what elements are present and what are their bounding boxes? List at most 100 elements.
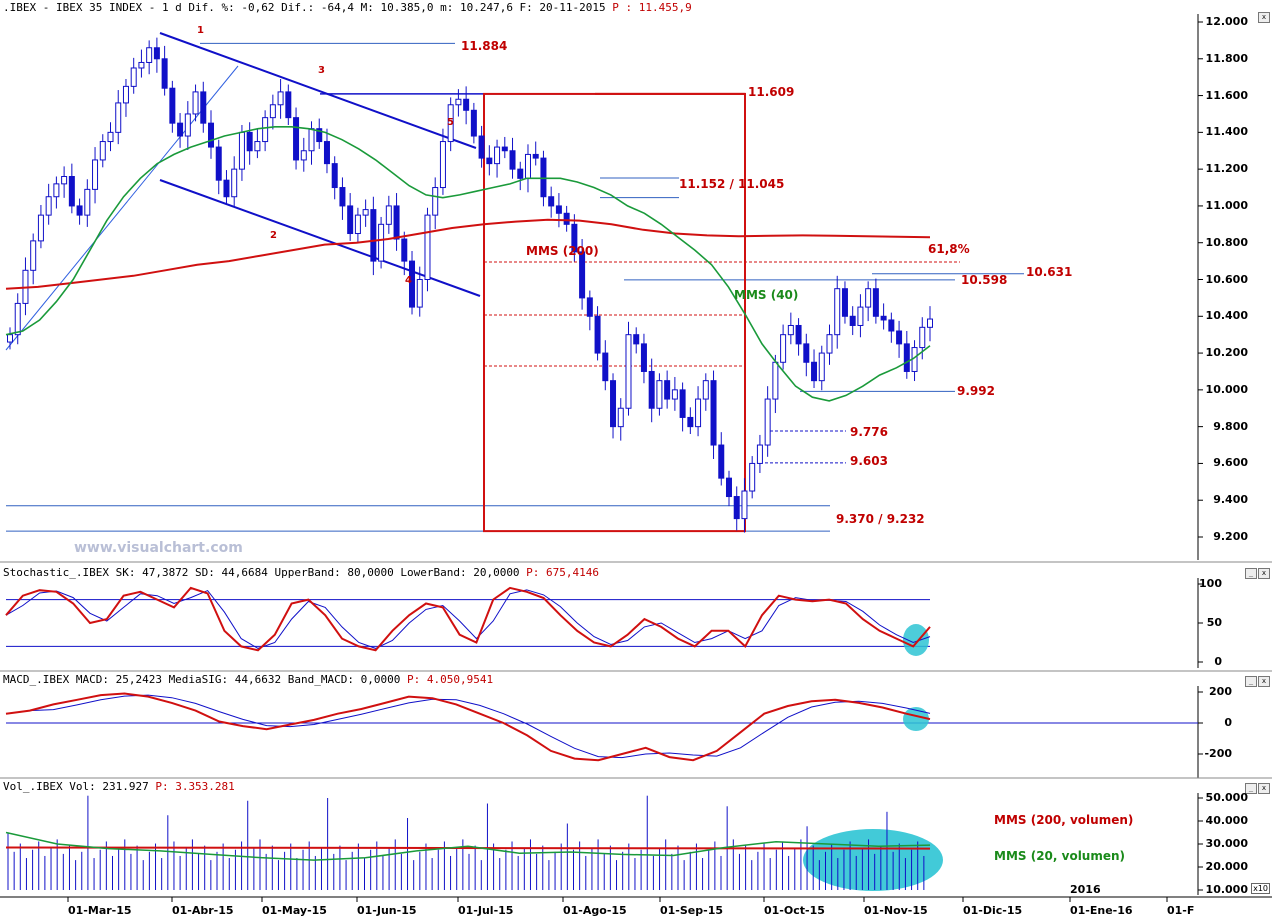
candle xyxy=(61,176,68,185)
candle xyxy=(424,214,431,280)
candle xyxy=(586,297,593,317)
candle xyxy=(841,288,848,317)
stoch-header-red: P: 675,4146 xyxy=(519,566,600,579)
vol-close-button[interactable]: x xyxy=(1258,783,1270,794)
candle xyxy=(14,302,21,336)
candle xyxy=(486,157,493,165)
wave-5: 5 xyxy=(447,117,454,128)
candle xyxy=(563,212,570,225)
candle xyxy=(640,343,647,372)
macd-tick-label: 200 xyxy=(1209,685,1232,698)
candle xyxy=(153,47,160,60)
candle xyxy=(834,288,841,336)
date-tick-label: 01-Ago-15 xyxy=(563,904,627,917)
price-tick-label: 10.600 xyxy=(1205,272,1248,286)
candle xyxy=(45,196,52,216)
candle xyxy=(509,150,516,170)
candle xyxy=(300,150,307,161)
channel-upper-line xyxy=(159,32,477,149)
candle xyxy=(524,153,531,179)
candle xyxy=(115,102,122,133)
candle xyxy=(756,444,763,464)
stoch-k-line xyxy=(5,586,931,652)
watermark: www.visualchart.com xyxy=(74,540,243,556)
candle xyxy=(555,205,562,214)
label-10598: 10.598 xyxy=(961,273,1008,287)
macd-header-red: P: 4.050,9541 xyxy=(400,673,494,686)
candle xyxy=(339,187,346,207)
price-tick-label: 12.000 xyxy=(1205,15,1248,28)
date-tick-label: 01-Oct-15 xyxy=(764,904,825,917)
candle xyxy=(331,163,338,189)
candle xyxy=(30,240,37,271)
label-11152-11045: 11.152 / 11.045 xyxy=(679,177,785,191)
candle xyxy=(277,91,284,106)
candle xyxy=(617,407,624,428)
candle xyxy=(787,324,794,336)
candle xyxy=(903,343,910,372)
candle xyxy=(184,113,191,137)
price-tick-label: 10.200 xyxy=(1205,346,1248,360)
vol-tick-label: 30.000 xyxy=(1205,837,1248,850)
candle xyxy=(455,98,462,106)
candle xyxy=(679,389,686,418)
candle xyxy=(602,352,609,382)
label-10631: 10.631 xyxy=(1026,265,1073,279)
label-11884: 11.884 xyxy=(461,39,508,53)
candle xyxy=(432,187,439,216)
macd-signal-line xyxy=(5,694,931,759)
candle xyxy=(138,61,145,69)
label-9370-9232: 9.370 / 9.232 xyxy=(836,512,925,526)
macd-minimize-button[interactable]: _ xyxy=(1245,676,1257,687)
candle xyxy=(84,188,91,216)
price-close-button[interactable]: x xyxy=(1258,12,1270,23)
candle xyxy=(865,288,872,308)
candle xyxy=(223,179,230,198)
vol-minimize-button[interactable]: _ xyxy=(1245,783,1257,794)
candle xyxy=(826,334,833,354)
price-tick-label: 11.400 xyxy=(1205,125,1248,139)
stoch-minimize-button[interactable]: _ xyxy=(1245,568,1257,579)
candle xyxy=(362,209,369,216)
date-tick-label: 01-Jun-15 xyxy=(357,904,417,917)
vol-tick-label: 40.000 xyxy=(1205,814,1248,827)
channel-lower-line xyxy=(159,179,481,297)
macd-panel-header: MACD_.IBEX MACD: 25,2423 MediaSIG: 44,66… xyxy=(3,673,493,686)
candle xyxy=(811,361,818,382)
candle xyxy=(323,141,330,165)
candle xyxy=(594,315,601,354)
candle xyxy=(718,444,725,479)
candle xyxy=(501,146,508,152)
candle xyxy=(710,380,717,446)
candle xyxy=(53,183,60,198)
year-label: 2016 xyxy=(1070,883,1101,896)
candle xyxy=(169,87,176,124)
label-11609: 11.609 xyxy=(748,85,795,99)
macd-close-button[interactable]: x xyxy=(1258,676,1270,687)
vol-tick-label: 50.000 xyxy=(1205,791,1248,804)
candle xyxy=(231,168,238,198)
label-vol-mms20: MMS (20, volumen) xyxy=(994,849,1126,863)
date-tick-label: 01-F xyxy=(1167,904,1195,917)
price-header-text: .IBEX - IBEX 35 INDEX - 1 d Dif. %: -0,6… xyxy=(3,1,606,14)
candle xyxy=(409,260,416,308)
candle xyxy=(896,330,903,345)
candle xyxy=(37,214,44,242)
candle xyxy=(92,159,99,190)
label-vol-mms200: MMS (200, volumen) xyxy=(994,813,1134,827)
price-tick-label: 10.400 xyxy=(1205,309,1248,323)
vol-axis-suffix: x10 xyxy=(1251,883,1270,894)
candle xyxy=(803,343,810,363)
candle xyxy=(818,352,825,382)
date-tick-label: 01-Mar-15 xyxy=(68,904,132,917)
candle xyxy=(285,91,292,119)
candle xyxy=(517,168,524,179)
candle xyxy=(919,326,926,349)
stoch-close-button[interactable]: x xyxy=(1258,568,1270,579)
stoch-tick-label: 0 xyxy=(1214,655,1222,668)
candle xyxy=(416,279,423,308)
candle xyxy=(880,315,887,321)
vol-header-text: Vol_.IBEX Vol: 231.927 xyxy=(3,780,149,793)
macd-header-text: MACD_.IBEX MACD: 25,2423 MediaSIG: 44,66… xyxy=(3,673,401,686)
label-618: 61,8% xyxy=(928,242,970,256)
